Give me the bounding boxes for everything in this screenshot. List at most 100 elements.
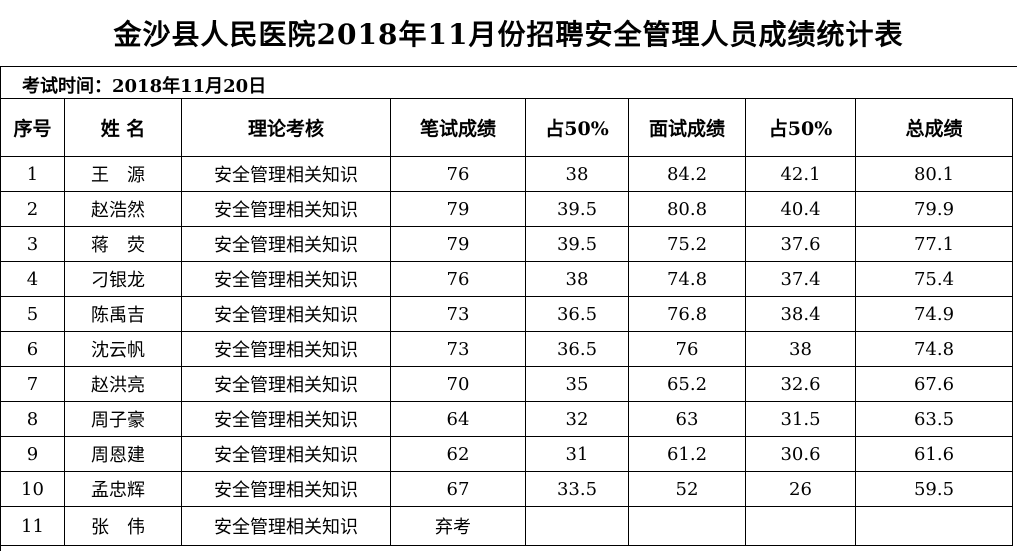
cell-interview-pct: 30.6 [745,436,856,472]
header-cell-written-pct: 占50% [525,98,629,157]
cell-interview: 84.2 [628,156,746,192]
header-cell-no: 序号 [0,98,65,157]
header-cell-interview: 面试成绩 [628,98,746,157]
cell-interview-pct: 42.1 [745,156,856,192]
score-table: 序号 姓 名 理论考核 笔试成绩 占50% 面试成绩 占50% 总成绩 1 王 … [0,98,1013,546]
table-row: 7 赵洪亮 安全管理相关知识 70 35 65.2 32.6 67.6 [0,366,1013,402]
cell-interview: 65.2 [628,366,746,402]
cell-subject: 安全管理相关知识 [181,331,391,367]
cell-name: 蒋 荧 [64,226,182,262]
cell-no: 11 [0,506,65,546]
cell-name: 王 源 [64,156,182,192]
cell-no: 7 [0,366,65,402]
cell-written-pct: 39.5 [525,226,629,262]
cell-written-pct: 36.5 [525,296,629,332]
cell-subject: 安全管理相关知识 [181,401,391,437]
cell-subject: 安全管理相关知识 [181,366,391,402]
cell-total: 75.4 [855,261,1013,297]
table-row: 9 周恩建 安全管理相关知识 62 31 61.2 30.6 61.6 [0,436,1013,472]
table-row: 1 王 源 安全管理相关知识 76 38 84.2 42.1 80.1 [0,156,1013,192]
cell-name: 孟忠辉 [64,471,182,507]
cell-subject: 安全管理相关知识 [181,191,391,227]
cell-written-pct: 36.5 [525,331,629,367]
cell-name: 张 伟 [64,506,182,546]
cell-subject: 安全管理相关知识 [181,156,391,192]
cell-interview: 80.8 [628,191,746,227]
cell-total [855,506,1013,546]
cell-interview-pct: 37.6 [745,226,856,262]
cell-total: 74.8 [855,331,1013,367]
cell-interview-pct: 26 [745,471,856,507]
cell-interview-pct: 40.4 [745,191,856,227]
cell-subject: 安全管理相关知识 [181,296,391,332]
header-cell-written: 笔试成绩 [390,98,526,157]
table-row: 8 周子豪 安全管理相关知识 64 32 63 31.5 63.5 [0,401,1013,437]
cell-subject: 安全管理相关知识 [181,471,391,507]
cell-no: 9 [0,436,65,472]
cell-total: 74.9 [855,296,1013,332]
exam-time-label: 考试时间：2018年11月20日 [22,76,267,97]
cell-name: 沈云帆 [64,331,182,367]
exam-time-row: 考试时间：2018年11月20日 [0,66,1017,99]
header-cell-total: 总成绩 [855,98,1013,157]
table-row: 10 孟忠辉 安全管理相关知识 67 33.5 52 26 59.5 [0,471,1013,507]
cell-no: 2 [0,191,65,227]
cell-total: 59.5 [855,471,1013,507]
cell-no: 3 [0,226,65,262]
cell-written-pct: 31 [525,436,629,472]
cell-interview-pct: 37.4 [745,261,856,297]
cell-written: 70 [390,366,526,402]
cell-written-pct: 35 [525,366,629,402]
cell-written: 79 [390,191,526,227]
table-row: 4 刁银龙 安全管理相关知识 76 38 74.8 37.4 75.4 [0,261,1013,297]
cell-subject: 安全管理相关知识 [181,226,391,262]
cell-subject: 安全管理相关知识 [181,261,391,297]
cell-written-pct: 38 [525,261,629,297]
cell-interview-pct: 38.4 [745,296,856,332]
cell-written: 76 [390,261,526,297]
cell-written: 67 [390,471,526,507]
cell-no: 5 [0,296,65,332]
cell-written-pct: 39.5 [525,191,629,227]
cell-interview: 75.2 [628,226,746,262]
cell-written: 73 [390,331,526,367]
header-cell-subject: 理论考核 [181,98,391,157]
cell-total: 77.1 [855,226,1013,262]
cell-interview [628,506,746,546]
page-title: 金沙县人民医院2018年11月份招聘安全管理人员成绩统计表 [113,18,904,51]
cell-interview-pct: 38 [745,331,856,367]
cell-interview-pct: 31.5 [745,401,856,437]
cell-written: 79 [390,226,526,262]
cell-name: 周子豪 [64,401,182,437]
cell-interview: 61.2 [628,436,746,472]
cell-interview: 63 [628,401,746,437]
cell-written-pct: 33.5 [525,471,629,507]
cell-no: 1 [0,156,65,192]
cell-name: 赵浩然 [64,191,182,227]
cell-total: 61.6 [855,436,1013,472]
cell-interview: 52 [628,471,746,507]
header-cell-name: 姓 名 [64,98,182,157]
cell-total: 80.1 [855,156,1013,192]
cell-written-pct: 38 [525,156,629,192]
table-row: 2 赵浩然 安全管理相关知识 79 39.5 80.8 40.4 79.9 [0,191,1013,227]
header-cell-interview-pct: 占50% [745,98,856,157]
header-row: 序号 姓 名 理论考核 笔试成绩 占50% 面试成绩 占50% 总成绩 [0,98,1013,157]
cell-interview: 74.8 [628,261,746,297]
table-row: 5 陈禹吉 安全管理相关知识 73 36.5 76.8 38.4 74.9 [0,296,1013,332]
cell-written-pct [525,506,629,546]
table-row: 6 沈云帆 安全管理相关知识 73 36.5 76 38 74.8 [0,331,1013,367]
cell-total: 79.9 [855,191,1013,227]
cell-written: 62 [390,436,526,472]
cell-name: 刁银龙 [64,261,182,297]
cell-name: 赵洪亮 [64,366,182,402]
cell-interview-pct: 32.6 [745,366,856,402]
cell-total: 67.6 [855,366,1013,402]
cell-no: 8 [0,401,65,437]
cell-name: 陈禹吉 [64,296,182,332]
cell-subject: 安全管理相关知识 [181,436,391,472]
cell-written: 弃考 [390,506,526,546]
cell-no: 6 [0,331,65,367]
cell-interview: 76 [628,331,746,367]
